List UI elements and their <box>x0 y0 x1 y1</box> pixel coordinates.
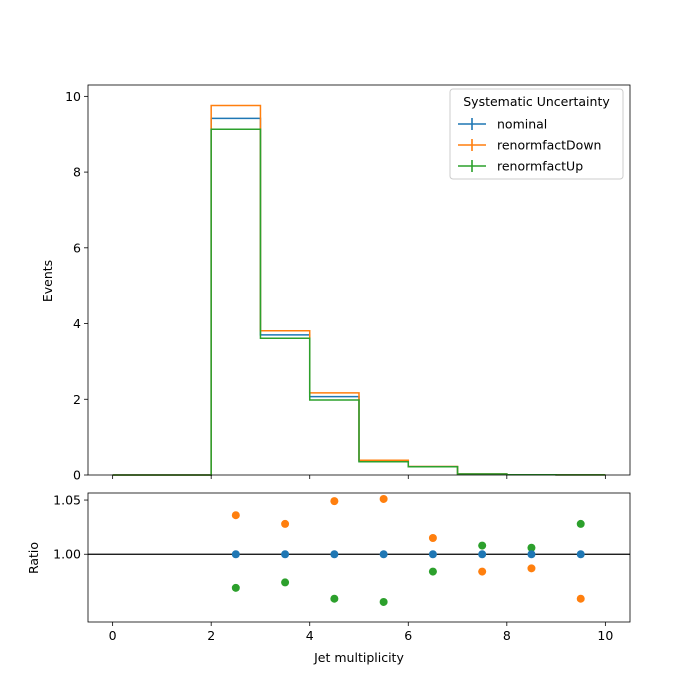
ratio-point-nominal <box>428 550 437 559</box>
ratio-x-tick-label: 0 <box>109 628 117 643</box>
legend-label-renormfactUp: renormfactUp <box>497 159 583 174</box>
legend-title: Systematic Uncertainty <box>463 94 610 109</box>
ratio-point-nominal <box>379 550 388 559</box>
ratio-panel: 1.00 1.05 0 2 4 6 8 10 <box>53 492 631 643</box>
ratio-point-renormfactUp <box>281 578 290 587</box>
ratio-point-renormfactDown <box>428 533 437 542</box>
ratio-y-tick-label: 1.05 <box>53 493 81 508</box>
legend-label-renormfactDown: renormfactDown <box>497 138 601 153</box>
ratio-point-renormfactDown <box>231 511 240 520</box>
ratio-point-renormfactUp <box>478 541 487 550</box>
ratio-point-nominal <box>576 550 585 559</box>
ratio-point-renormfactDown <box>281 519 290 528</box>
ratio-point-renormfactDown <box>379 494 388 503</box>
ratio-point-nominal <box>478 550 487 559</box>
top-y-tick-label: 10 <box>65 89 81 104</box>
legend-box <box>449 88 624 180</box>
ratio-point-renormfactUp <box>379 597 388 606</box>
ratio-y-tick-label: 1.00 <box>53 547 81 562</box>
top-panel: 0 2 4 6 8 10 <box>65 84 631 483</box>
top-y-tick-label: 2 <box>73 392 81 407</box>
ratio-point-renormfactUp <box>428 567 437 576</box>
ratio-x-tick-label: 8 <box>503 628 511 643</box>
top-y-axis-label: Events <box>40 260 55 302</box>
ratio-y-axis-label: Ratio <box>26 542 41 574</box>
top-y-tick-label: 4 <box>73 316 81 331</box>
top-y-tick-label: 8 <box>73 165 81 180</box>
ratio-x-tick-label: 2 <box>207 628 215 643</box>
top-panel-frame <box>87 84 631 476</box>
legend: Systematic Uncertainty nominal renormfactD… <box>449 88 624 180</box>
ratio-point-renormfactDown <box>478 567 487 576</box>
ratio-panel-frame <box>87 492 631 623</box>
ratio-x-tick-label: 4 <box>306 628 314 643</box>
ratio-x-tick-label: 10 <box>597 628 613 643</box>
legend-label-nominal: nominal <box>497 117 547 132</box>
ratio-x-tick-label: 6 <box>404 628 412 643</box>
x-axis-label: Jet multiplicity <box>313 650 404 665</box>
ratio-point-nominal <box>281 550 290 559</box>
ratio-point-nominal <box>527 550 536 559</box>
ratio-point-renormfactUp <box>527 543 536 552</box>
ratio-point-renormfactDown <box>330 497 339 506</box>
ratio-point-renormfactUp <box>231 583 240 592</box>
ratio-point-renormfactUp <box>330 594 339 603</box>
ratio-point-renormfactUp <box>576 519 585 528</box>
ratio-point-nominal <box>231 550 240 559</box>
ratio-point-renormfactDown <box>527 564 536 573</box>
top-y-tick-label: 0 <box>73 468 81 483</box>
histogram-step-renormfactUp <box>112 128 606 476</box>
top-y-tick-label: 6 <box>73 240 81 255</box>
ratio-point-renormfactDown <box>576 594 585 603</box>
ratio-point-nominal <box>330 550 339 559</box>
